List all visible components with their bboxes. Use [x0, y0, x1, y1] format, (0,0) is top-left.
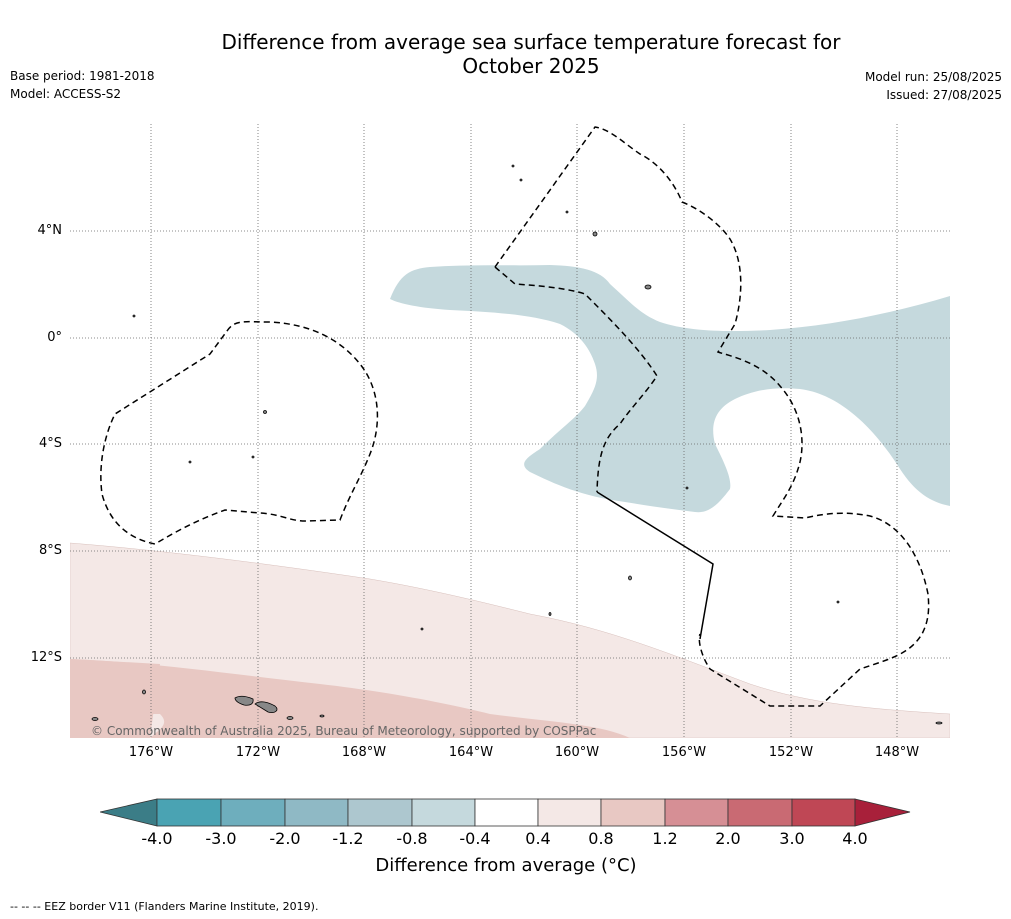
sst-anomaly-map — [70, 124, 950, 738]
metadata-right: Model run: 25/08/2025 Issued: 27/08/2025 — [865, 68, 1002, 104]
metadata-left: Base period: 1981-2018 Model: ACCESS-S2 — [10, 67, 155, 103]
colorbar-bin — [537, 798, 602, 827]
colorbar-bin — [727, 798, 793, 827]
colorbar-label: -1.2 — [332, 829, 364, 848]
lon-tick-160w: 160°W — [554, 745, 600, 760]
eez-border-tokelau — [100, 320, 379, 545]
model-label: Model: ACCESS-S2 — [10, 87, 122, 101]
eez-footnote: -- -- -- EEZ border V11 (Flanders Marine… — [10, 900, 319, 913]
lat-tick-0: 0° — [47, 330, 62, 345]
colorbar-bin — [347, 798, 413, 827]
colorbar-bin — [411, 798, 476, 827]
colorbar-bin — [156, 798, 222, 827]
eez-border-connector — [494, 266, 658, 493]
colorbar-max-extension — [854, 798, 911, 827]
colorbar-bin — [220, 798, 286, 827]
lat-tick-4s: 4°S — [38, 436, 62, 451]
chart-title: Difference from average sea surface temp… — [0, 30, 1011, 78]
colorbar-title: Difference from average (°C) — [375, 855, 637, 876]
colorbar-label: -3.0 — [205, 829, 237, 848]
colorbar-label: 1.2 — [652, 829, 678, 848]
lon-tick-168w: 168°W — [341, 745, 387, 760]
lat-tick-4n: 4°N — [37, 223, 63, 238]
colorbar-label: 2.0 — [715, 829, 741, 848]
copyright-notice: © Commonwealth of Australia 2025, Bureau… — [91, 724, 597, 738]
eez-border-solid-segment — [596, 491, 714, 640]
islands — [91, 164, 943, 725]
colorbar-bin — [474, 798, 539, 827]
colorbar-label: -0.8 — [396, 829, 428, 848]
model-run-label: Model run: 25/08/2025 — [864, 70, 1002, 84]
colorbar-label: 3.0 — [779, 829, 805, 848]
colorbar-bin — [664, 798, 729, 827]
colorbar — [100, 798, 911, 827]
colorbar-bin — [600, 798, 666, 827]
colorbar-label: 0.8 — [588, 829, 614, 848]
cool-anomaly-region — [390, 265, 950, 513]
eez-border-kiribati-phoenix — [494, 126, 930, 707]
lon-tick-176w: 176°W — [128, 745, 174, 760]
lat-tick-8s: 8°S — [38, 543, 62, 558]
colorbar-min-extension — [100, 798, 158, 827]
colorbar-bin — [791, 798, 856, 827]
lat-tick-12s: 12°S — [30, 650, 62, 665]
colorbar-label: 4.0 — [842, 829, 868, 848]
base-period-label: Base period: 1981-2018 — [10, 69, 155, 83]
title-line-2: October 2025 — [462, 54, 600, 78]
colorbar-label: 0.4 — [525, 829, 551, 848]
lon-tick-152w: 152°W — [768, 745, 814, 760]
graticule — [70, 124, 950, 738]
colorbar-bin — [284, 798, 349, 827]
lon-tick-172w: 172°W — [235, 745, 281, 760]
lon-tick-164w: 164°W — [448, 745, 494, 760]
colorbar-label: -4.0 — [141, 829, 173, 848]
lon-tick-148w: 148°W — [874, 745, 920, 760]
colorbar-label: -2.0 — [269, 829, 301, 848]
warm-anomaly-medium-region — [70, 659, 630, 738]
lon-tick-156w: 156°W — [661, 745, 707, 760]
colorbar-label: -0.4 — [459, 829, 491, 848]
title-line-1: Difference from average sea surface temp… — [221, 30, 841, 54]
eez-borders — [100, 126, 930, 707]
issued-label: Issued: 27/08/2025 — [886, 88, 1002, 102]
samoa-savaii — [234, 695, 254, 706]
samoa-upolu — [254, 701, 278, 713]
